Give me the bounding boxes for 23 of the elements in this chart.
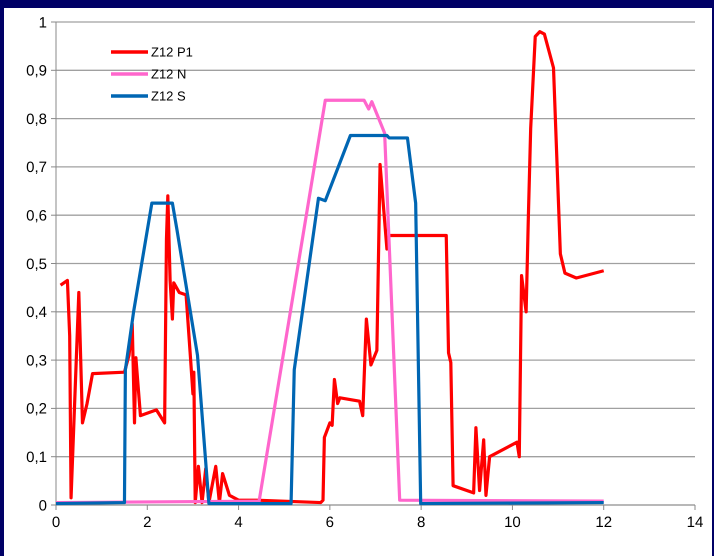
y-tick-label: 0,9 [26,62,47,80]
y-tick-label: 0,4 [26,304,47,322]
line-series [58,30,606,504]
x-tick-label: 4 [234,514,243,531]
y-tick-label: 0,8 [26,110,47,128]
y-tick-label: 0,2 [26,400,47,418]
x-tick-label: 8 [416,514,426,531]
x-tick-label: 10 [504,514,521,531]
legend-label: Z12 N [151,66,186,82]
y-tick-label: 0,3 [26,352,47,370]
y-tick-label: 0,5 [26,256,47,273]
legend-label: Z12 P1 [151,44,193,60]
y-tick-label: 0 [38,497,47,514]
y-tick-label: 0,7 [26,159,47,176]
x-tick-label: 12 [595,514,612,531]
legend-label: Z12 S [151,88,186,104]
y-tick-label: 0,1 [26,448,47,466]
x-tick-label: 14 [686,514,704,531]
x-tick-label: 0 [52,514,60,531]
y-tick-label: 1 [38,14,47,32]
x-tick-label: 2 [143,514,152,531]
x-tick-label: 6 [326,514,334,531]
y-tick-label: 0,6 [26,207,47,224]
